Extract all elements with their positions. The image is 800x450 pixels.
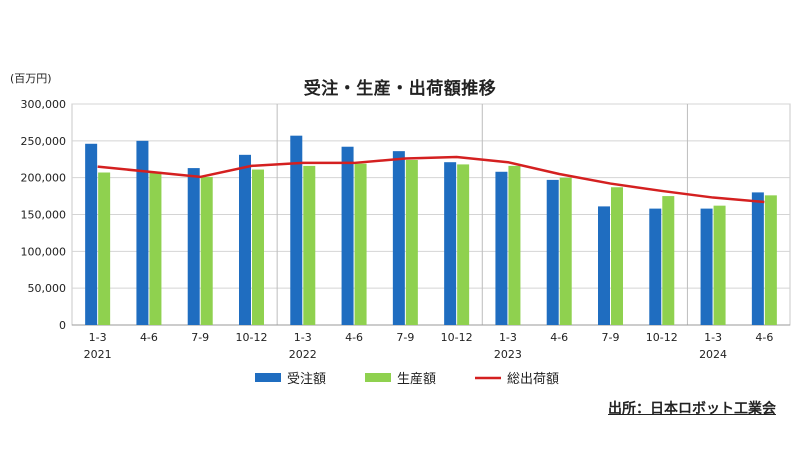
bar-production [149,171,162,325]
legend-label: 受注額 [287,372,326,387]
bar-production [764,195,777,325]
y-tick-label: 200,000 [21,172,67,185]
legend-swatch [255,373,281,382]
bar-orders [495,171,508,325]
x-year-label: 2024 [699,348,727,361]
bar-orders [85,143,98,325]
bar-production [713,205,726,325]
bar-orders [598,206,610,325]
x-tick-label: 1-3 [704,331,722,344]
y-tick-label: 100,000 [21,245,67,258]
legend-label: 生産額 [397,371,436,387]
bar-production [508,165,521,325]
y-tick-label: 50,000 [28,282,67,295]
series-line-total-shipments [97,155,765,204]
bar-orders [136,140,149,325]
x-year-label: 2022 [289,348,317,361]
source-label: 出所：日本ロボット工業会 [608,401,776,417]
bar-production [252,169,264,325]
bar-orders [341,146,354,325]
x-tick-label: 4-6 [345,331,363,344]
legend-swatch [365,373,391,382]
bar-production [662,196,675,325]
bar-orders [239,154,251,325]
y-tick-label: 250,000 [21,135,67,148]
x-tick-label: 1-3 [294,331,312,344]
y-tick-label: 300,000 [21,98,67,111]
y-tick-label: 0 [59,319,66,332]
x-tick-label: 4-6 [140,331,158,344]
bar-orders [649,208,662,325]
x-year-label: 2023 [494,348,522,361]
bar-production [354,163,367,325]
x-tick-label: 7-9 [191,331,209,344]
x-tick-label: 10-12 [236,331,268,344]
x-tick-label: 1-3 [89,331,107,344]
bar-production [200,176,213,325]
x-tick-label: 4-6 [755,331,773,344]
bar-orders [751,192,764,325]
x-tick-label: 10-12 [441,331,473,344]
x-tick-label: 10-12 [646,331,678,344]
legend-label: 総出荷額 [507,372,559,387]
y-tick-label: 150,000 [21,209,67,222]
bar-production [303,165,316,325]
bar-production [98,172,111,325]
x-tick-label: 1-3 [499,331,517,344]
bar-production [457,164,470,325]
bar-orders [290,135,303,325]
bar-orders [546,179,559,325]
bar-orders [444,162,457,325]
x-tick-label: 4-6 [550,331,568,344]
bar-production [611,187,623,325]
bar-orders [392,151,405,325]
bar-orders [187,168,200,325]
bar-production [559,177,572,325]
x-year-label: 2021 [84,348,112,361]
y-axis-unit-label: (百万円) [10,72,52,85]
bar-orders [700,208,713,325]
bar-production [405,159,418,325]
x-tick-label: 7-9 [396,331,414,344]
chart-title: 受注・生産・出荷額推移 [303,79,497,99]
x-tick-label: 7-9 [602,331,620,344]
